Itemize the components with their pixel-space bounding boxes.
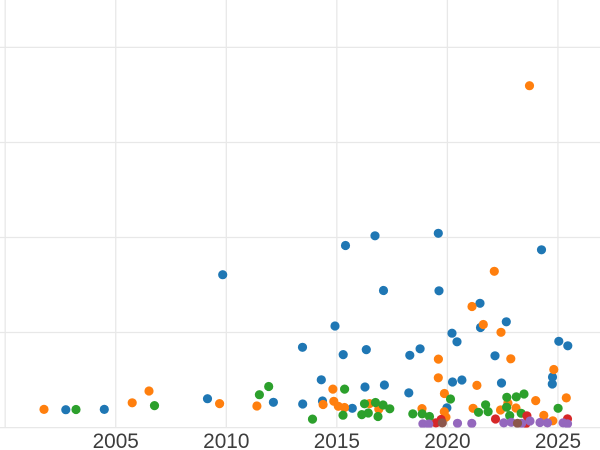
svg-text:2020: 2020 (424, 430, 470, 450)
svg-text:2015: 2015 (314, 430, 360, 450)
svg-text:2025: 2025 (535, 430, 581, 450)
svg-text:2010: 2010 (203, 430, 249, 450)
svg-text:2005: 2005 (93, 430, 139, 450)
